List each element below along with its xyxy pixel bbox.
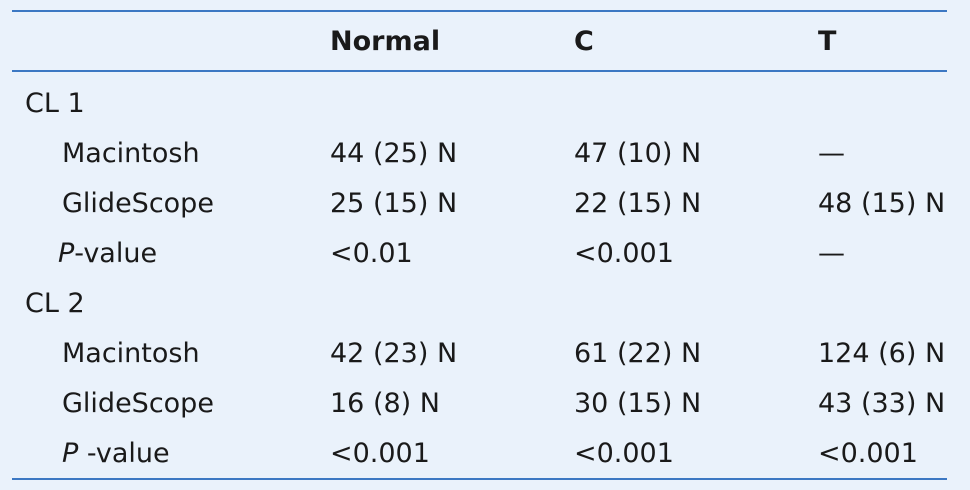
cell-normal: <0.001 bbox=[330, 438, 430, 469]
header-t: T bbox=[818, 26, 837, 57]
table-header-rule bbox=[12, 70, 947, 72]
row-label: Macintosh bbox=[62, 138, 200, 169]
cell-t: <0.001 bbox=[818, 438, 918, 469]
group-label-row: CL 1 bbox=[0, 84, 970, 124]
cell-normal: 42 (23) N bbox=[330, 338, 458, 369]
table-row: P -value <0.001 <0.001 <0.001 bbox=[0, 434, 970, 474]
table-header-row: Normal C T bbox=[0, 22, 970, 62]
table-row: GlideScope 25 (15) N 22 (15) N 48 (15) N bbox=[0, 184, 970, 224]
cell-normal: <0.01 bbox=[330, 238, 413, 269]
cell-t: — bbox=[818, 238, 845, 269]
cell-c: 61 (22) N bbox=[574, 338, 702, 369]
table-top-rule bbox=[12, 10, 947, 12]
cell-t: 43 (33) N bbox=[818, 388, 946, 419]
group-label: CL 2 bbox=[25, 288, 85, 319]
row-label: P -value bbox=[62, 434, 170, 474]
table-row: Macintosh 44 (25) N 47 (10) N — bbox=[0, 134, 970, 174]
cell-t: 124 (6) N bbox=[818, 338, 946, 369]
header-normal: Normal bbox=[330, 26, 441, 57]
cell-c: 47 (10) N bbox=[574, 138, 702, 169]
cell-c: 22 (15) N bbox=[574, 188, 702, 219]
cell-t: 48 (15) N bbox=[818, 188, 946, 219]
table-row: P-value <0.01 <0.001 — bbox=[0, 234, 970, 274]
row-label-rest: -value bbox=[74, 238, 158, 269]
row-label-rest: -value bbox=[78, 438, 170, 469]
cell-t: — bbox=[818, 138, 845, 169]
cell-normal: 16 (8) N bbox=[330, 388, 440, 419]
table-bottom-rule bbox=[12, 478, 947, 480]
cell-normal: 44 (25) N bbox=[330, 138, 458, 169]
cell-c: <0.001 bbox=[574, 438, 674, 469]
header-c: C bbox=[574, 26, 594, 57]
row-label-italic: P bbox=[58, 238, 75, 269]
row-label: GlideScope bbox=[62, 388, 214, 419]
table-row: Macintosh 42 (23) N 61 (22) N 124 (6) N bbox=[0, 334, 970, 374]
row-label-italic: P bbox=[62, 438, 79, 469]
table-row: GlideScope 16 (8) N 30 (15) N 43 (33) N bbox=[0, 384, 970, 424]
group-label-row: CL 2 bbox=[0, 284, 970, 324]
row-label: P-value bbox=[58, 234, 157, 274]
cell-c: <0.001 bbox=[574, 238, 674, 269]
row-label: Macintosh bbox=[62, 338, 200, 369]
row-label: GlideScope bbox=[62, 188, 214, 219]
group-label: CL 1 bbox=[25, 88, 85, 119]
cell-c: 30 (15) N bbox=[574, 388, 702, 419]
cell-normal: 25 (15) N bbox=[330, 188, 458, 219]
